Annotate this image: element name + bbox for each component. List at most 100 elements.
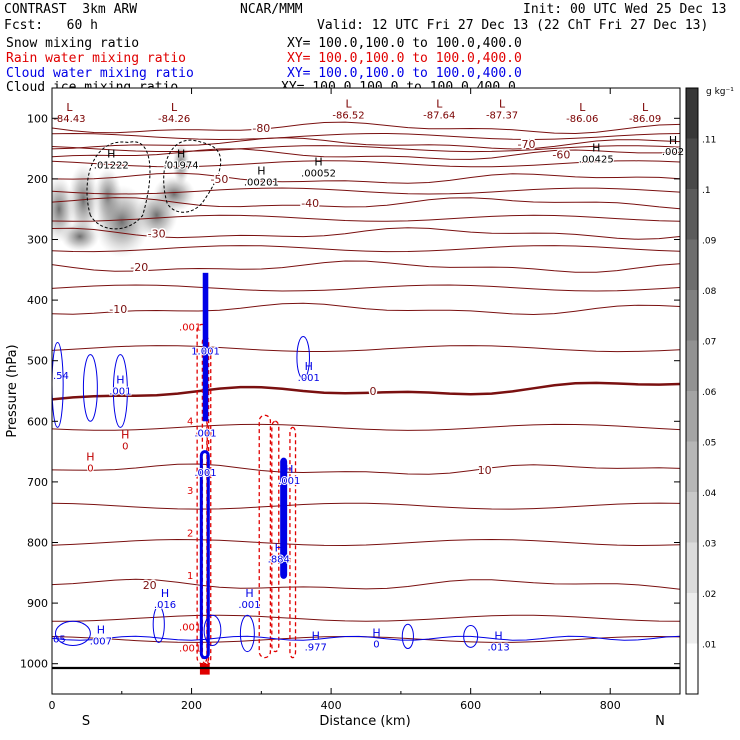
valid-time: Valid: 12 UTC Fri 27 Dec 13 (22 ChT Fri … <box>317 18 709 33</box>
extremum-value: .01974 <box>164 161 199 172</box>
extremum-value: .977 <box>305 642 327 653</box>
extremum-value: 0 <box>122 441 128 452</box>
extremum-value: .884 <box>268 555 290 566</box>
colorbar-bin <box>686 340 698 391</box>
temperature-contour-minor <box>52 214 680 222</box>
extremum-marker: H <box>275 542 283 555</box>
colorbar-bin <box>686 492 698 543</box>
cloudice-contour <box>163 139 222 213</box>
temperature-contour <box>52 381 680 401</box>
init-time: Init: 00 UTC Wed 25 Dec 13 <box>523 2 727 17</box>
temperature-contour <box>52 302 680 316</box>
temperature-contour-minor <box>52 160 680 168</box>
extremum-marker: H <box>312 629 320 642</box>
extremum-marker: H <box>116 374 124 387</box>
temperature-label: -70 <box>518 138 536 151</box>
extremum-marker: H <box>372 626 380 639</box>
cloudwater-contour <box>112 354 128 428</box>
extremum-value: -86.09 <box>629 114 661 125</box>
rain-value-label: 4 <box>187 416 193 427</box>
temperature-label: -30 <box>148 227 166 240</box>
y-tick-label: 800 <box>27 537 48 550</box>
temperature-contour <box>52 463 680 475</box>
temperature-contour <box>52 197 680 210</box>
colorbar-tick-label: .08 <box>702 287 717 297</box>
extremum-value: -86.52 <box>332 110 364 121</box>
rain-contour <box>196 323 208 665</box>
y-axis-label: Pressure (hPa) <box>5 344 20 437</box>
extremum-marker: L <box>345 97 352 110</box>
xy-cloudwater: XY= 100.0,100.0 to 100.0,400.0 <box>287 66 522 81</box>
xy-rain: XY= 100.0,100.0 to 100.0,400.0 <box>287 51 522 66</box>
extremum-marker: H <box>314 156 322 169</box>
extremum-value: .016 <box>154 600 176 611</box>
edge-value-label: .54 <box>53 371 69 382</box>
colorbar-bin <box>686 593 698 644</box>
rain-contour <box>258 414 272 659</box>
cloudwater-contour <box>152 605 165 643</box>
extremum-value: .007 <box>90 636 112 647</box>
temperature-label: -60 <box>552 149 570 162</box>
colorbar-tick-label: .06 <box>702 388 717 398</box>
temperature-contour <box>52 578 680 590</box>
extremum-value: 0 <box>87 464 93 475</box>
y-tick-label: 700 <box>27 476 48 489</box>
extremum-value: 0 <box>373 639 379 650</box>
temperature-contour <box>52 137 680 150</box>
colorbar-bin <box>686 542 698 593</box>
colorbar-bin <box>686 239 698 290</box>
temperature-contour-minor <box>52 245 680 253</box>
cloudwater-value-label: .001 <box>194 468 216 479</box>
x-end-label-north: N <box>655 714 665 729</box>
temperature-label: -20 <box>130 261 148 274</box>
cloudwater-value-label: 1.001 <box>191 347 220 358</box>
colorbar-bin <box>686 643 698 694</box>
colorbar-tick-label: .1 <box>702 186 711 196</box>
cloudwater-contour <box>82 354 98 422</box>
colorbar-unit: g kg⁻¹ <box>706 87 734 97</box>
rain-value-label: .001 <box>179 322 201 333</box>
colorbar-bin <box>686 391 698 442</box>
extremum-value: .00052 <box>301 169 336 180</box>
extrema-labels: L-84.43L-84.26L-86.52L-87.64L-87.37L-86.… <box>52 97 685 655</box>
cloudwater-core-lower <box>199 450 210 660</box>
extremum-value: .001 <box>109 387 131 398</box>
y-tick-label: 1000 <box>20 658 48 671</box>
field-label-rain: Rain water mixing ratio <box>6 51 187 66</box>
rain-value-label: .001 <box>179 644 201 655</box>
rain-value-label: 3 <box>187 486 193 497</box>
temperature-label: 0 <box>369 385 376 398</box>
colorbar-tick-label: .07 <box>702 338 716 348</box>
axes: 0 200 400 600 800100200300400500600700800900… <box>20 88 680 712</box>
extremum-value: .002 <box>662 147 684 158</box>
extremum-value: -87.37 <box>486 110 518 121</box>
temperature-label: -50 <box>210 173 228 186</box>
extremum-marker: L <box>642 101 649 114</box>
extremum-value: .01222 <box>94 161 129 172</box>
temperature-contour <box>52 148 680 160</box>
temperature-contour-minor <box>52 345 680 353</box>
colorbar-tick-label: .02 <box>702 590 716 600</box>
extremum-marker: H <box>121 428 129 441</box>
temperature-contour-minor <box>52 145 680 153</box>
colorbar-tick-label: .03 <box>702 540 716 550</box>
temperature-contour <box>52 260 680 273</box>
field-label-cloudwater: Cloud water mixing ratio <box>6 66 194 81</box>
cloudwater-core <box>202 272 209 422</box>
extremum-marker: L <box>579 101 586 114</box>
cloudwater-contour <box>296 335 310 380</box>
y-tick-label: 900 <box>27 597 48 610</box>
temperature-contour-minor <box>52 423 680 431</box>
x-end-label-south: S <box>82 714 90 729</box>
extremum-marker: L <box>436 97 443 110</box>
extremum-marker: H <box>245 587 253 600</box>
colorbar-bin <box>686 290 698 341</box>
x-tick-label: 200 <box>181 699 202 712</box>
extremum-marker: H <box>494 629 502 642</box>
temperature-label: -80 <box>252 122 270 135</box>
extremum-value: .001 <box>298 373 320 384</box>
extremum-value: .001 <box>238 600 260 611</box>
extremum-value: -84.26 <box>158 114 190 125</box>
cloudwater-value-label: .001 <box>194 428 216 439</box>
